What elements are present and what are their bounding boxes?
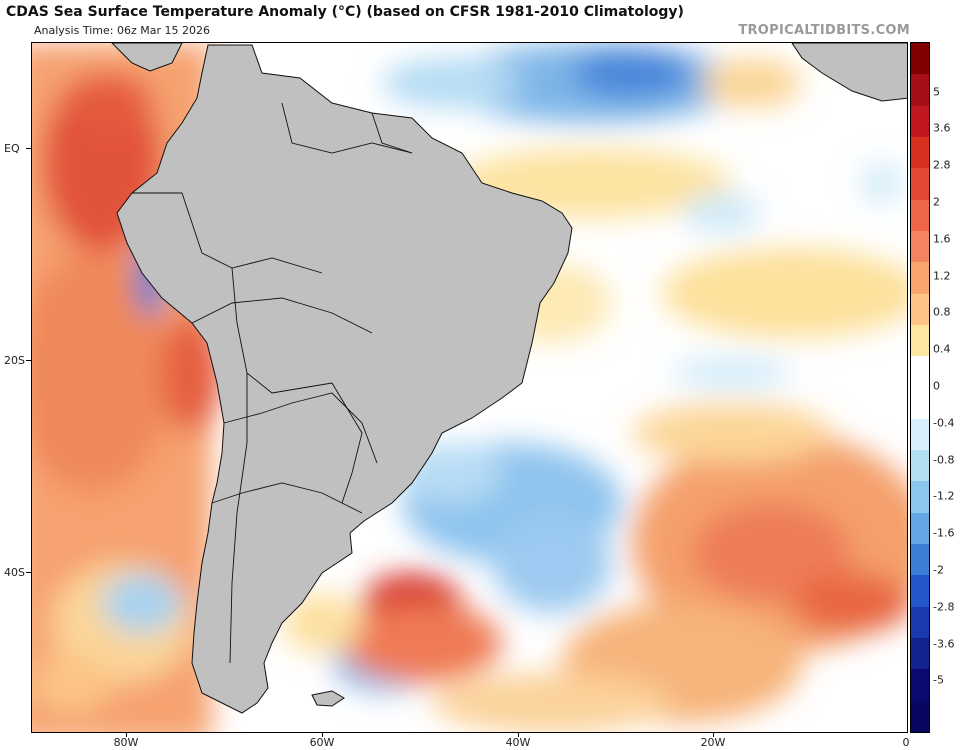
country-borders [132,102,413,664]
colorbar-label: 0.4 [933,342,951,356]
colorbar-segment [911,450,929,482]
colorbar-label: 0.8 [933,305,951,319]
colorbar-label: 3.6 [933,121,951,135]
lat-label-40s: 40S [4,566,25,579]
colorbar-segment [911,293,929,325]
colorbar-segment [911,575,929,607]
colorbar-segment [911,356,929,388]
colorbar-segment [911,168,929,200]
colorbar-segment [911,606,929,638]
colorbar-segment [911,324,929,357]
lat-label-eq: EQ [4,142,20,155]
colorbar-segment [911,387,929,419]
colorbar-label: -2 [933,563,944,577]
lat-tick [26,360,31,361]
colorbar-segment [911,669,929,701]
lat-tick [26,148,31,149]
lon-label-0: 0 [902,736,910,749]
colorbar-segment [911,105,929,137]
colorbar-label: -5 [933,673,944,687]
analysis-time: Analysis Time: 06z Mar 15 2026 [34,24,210,37]
map-canvas [32,43,907,732]
south-america [116,44,573,714]
colorbar-label: -0.8 [933,453,955,467]
land-masses [111,43,907,714]
anomaly-field [32,43,907,732]
lon-tick [713,733,714,737]
colorbar-segment [911,418,929,451]
lon-tick [126,733,127,737]
lon-tick [322,733,323,737]
colorbar-label: -0.4 [933,416,955,430]
colorbar-segment [911,230,929,263]
colorbar [910,42,930,733]
lon-label-40w: 40W [505,736,531,749]
colorbar-label: -1.2 [933,489,955,503]
lat-tick [26,572,31,573]
colorbar-label: -2.8 [933,600,955,614]
colorbar-segment [911,637,929,670]
colorbar-segment [911,136,929,169]
lon-label-20w: 20W [700,736,726,749]
lon-tick [518,733,519,737]
colorbar-label: -3.6 [933,637,955,651]
sst-anomaly-map [31,42,908,733]
colorbar-segment [911,512,929,544]
brand-watermark: TROPICALTIDBITS.COM [738,23,910,38]
colorbar-segment [911,544,929,576]
colorbar-label: 0 [933,379,940,393]
colorbar-label: 1.2 [933,269,951,283]
colorbar-segment [911,43,929,75]
colorbar-segment [911,74,929,106]
colorbar-segment [911,700,929,732]
colorbar-label: 5 [933,85,940,99]
colorbar-label: -1.6 [933,526,955,540]
colorbar-segment [911,199,929,231]
map-title: CDAS Sea Surface Temperature Anomaly (°C… [6,4,684,20]
central-america [111,43,183,72]
colorbar-label: 1.6 [933,232,951,246]
lon-label-60w: 60W [309,736,335,749]
lat-label-20s: 20S [4,354,25,367]
colorbar-label: 2 [933,195,940,209]
lon-label-80w: 80W [113,736,139,749]
africa [791,43,907,102]
falkland-islands [311,690,345,707]
colorbar-segment [911,481,929,513]
colorbar-label: 2.8 [933,158,951,172]
colorbar-segment [911,262,929,294]
